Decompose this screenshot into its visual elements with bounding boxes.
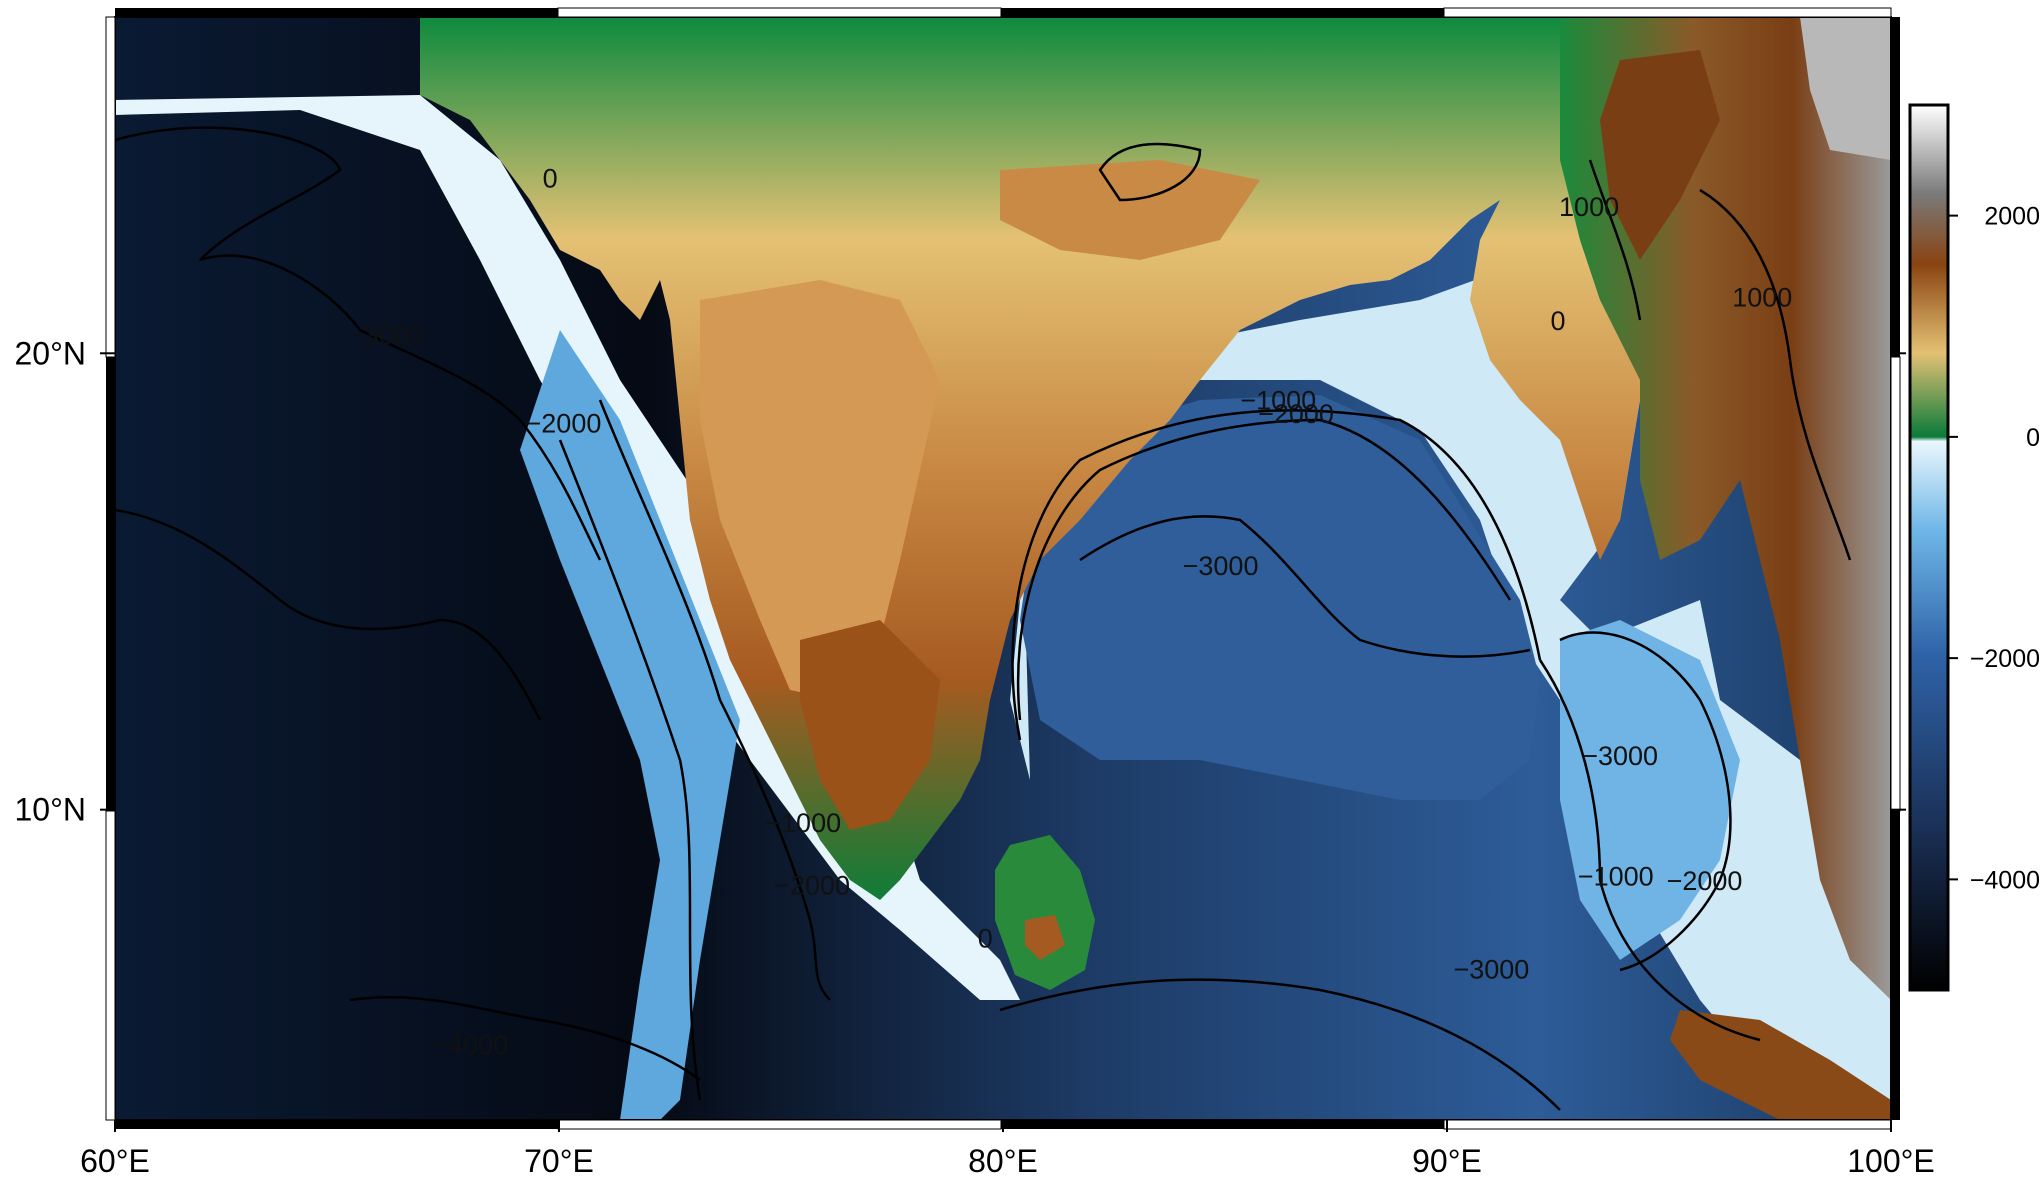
colorbar-tick-label: −4000	[1970, 866, 2040, 894]
y-axis-ticks: 10°N 20°N	[15, 335, 1906, 828]
x-tick-label: 90°E	[1412, 1143, 1482, 1179]
contour-label: −1000	[765, 808, 841, 838]
colorbar-scale	[1908, 103, 1950, 992]
x-tick-label: 70°E	[524, 1143, 594, 1179]
myanmar-highlands	[1560, 17, 1891, 1000]
andaman-sea	[1560, 620, 1740, 960]
contour-label: −3000	[1582, 741, 1658, 771]
contour-label: −1000	[1240, 385, 1316, 415]
x-axis-ticks: 60°E 70°E 80°E 90°E 100°E	[80, 1120, 1935, 1179]
contour-label: 0	[543, 163, 558, 193]
western-ghats-south	[800, 620, 940, 830]
contour-label: −1000	[1578, 861, 1654, 891]
contour-label: −2000	[1667, 866, 1743, 896]
contour-labels: 0−3000−2000100010000−1000−2000−3000−1000…	[348, 163, 1792, 1059]
bay-of-bengal-basin	[1020, 395, 1540, 800]
colorbar: 2000 0 −2000 −4000	[1908, 103, 2040, 992]
y-tick-label: 10°N	[15, 792, 87, 828]
deccan-plateau	[700, 280, 940, 700]
contour-label: 0	[978, 924, 993, 954]
colorbar-ticks: 2000 0 −2000 −4000	[1948, 203, 2040, 894]
naga-hills	[1600, 50, 1720, 260]
x-tick-label: 60°E	[80, 1143, 150, 1179]
colorbar-tick-label: −2000	[1970, 645, 2040, 673]
x-tick-label: 80°E	[968, 1143, 1038, 1179]
contour-label: 0	[1550, 306, 1565, 336]
laccadive-ridge	[520, 330, 740, 1120]
x-tick-label: 100°E	[1847, 1143, 1935, 1179]
contour-label: −2000	[1258, 399, 1334, 429]
sumatra-tip	[1670, 1010, 1891, 1120]
map-frame	[105, 7, 1901, 1130]
colorbar-tick-label: 2000	[1984, 203, 2040, 231]
y-tick-label: 20°N	[15, 335, 87, 371]
contour-label: −3000	[348, 320, 424, 350]
contour-label: 1000	[1732, 282, 1792, 312]
contour-label: 1000	[1559, 192, 1619, 222]
sri-lanka-highlands	[1025, 915, 1065, 960]
map-area: 0−3000−2000100010000−1000−2000−3000−1000…	[115, 17, 1891, 1120]
contour-lines	[115, 126, 1852, 1111]
contour-label: −3000	[1453, 955, 1529, 985]
contour-label: −2000	[774, 870, 850, 900]
high-peaks	[1800, 17, 1891, 160]
central-highlands	[1000, 160, 1260, 260]
sri-lanka	[995, 835, 1095, 990]
contour-label: −2000	[526, 409, 602, 439]
contour-label: −3000	[1183, 551, 1259, 581]
colorbar-tick-label: 0	[2026, 424, 2040, 452]
contour-label: −4000	[432, 1030, 508, 1060]
